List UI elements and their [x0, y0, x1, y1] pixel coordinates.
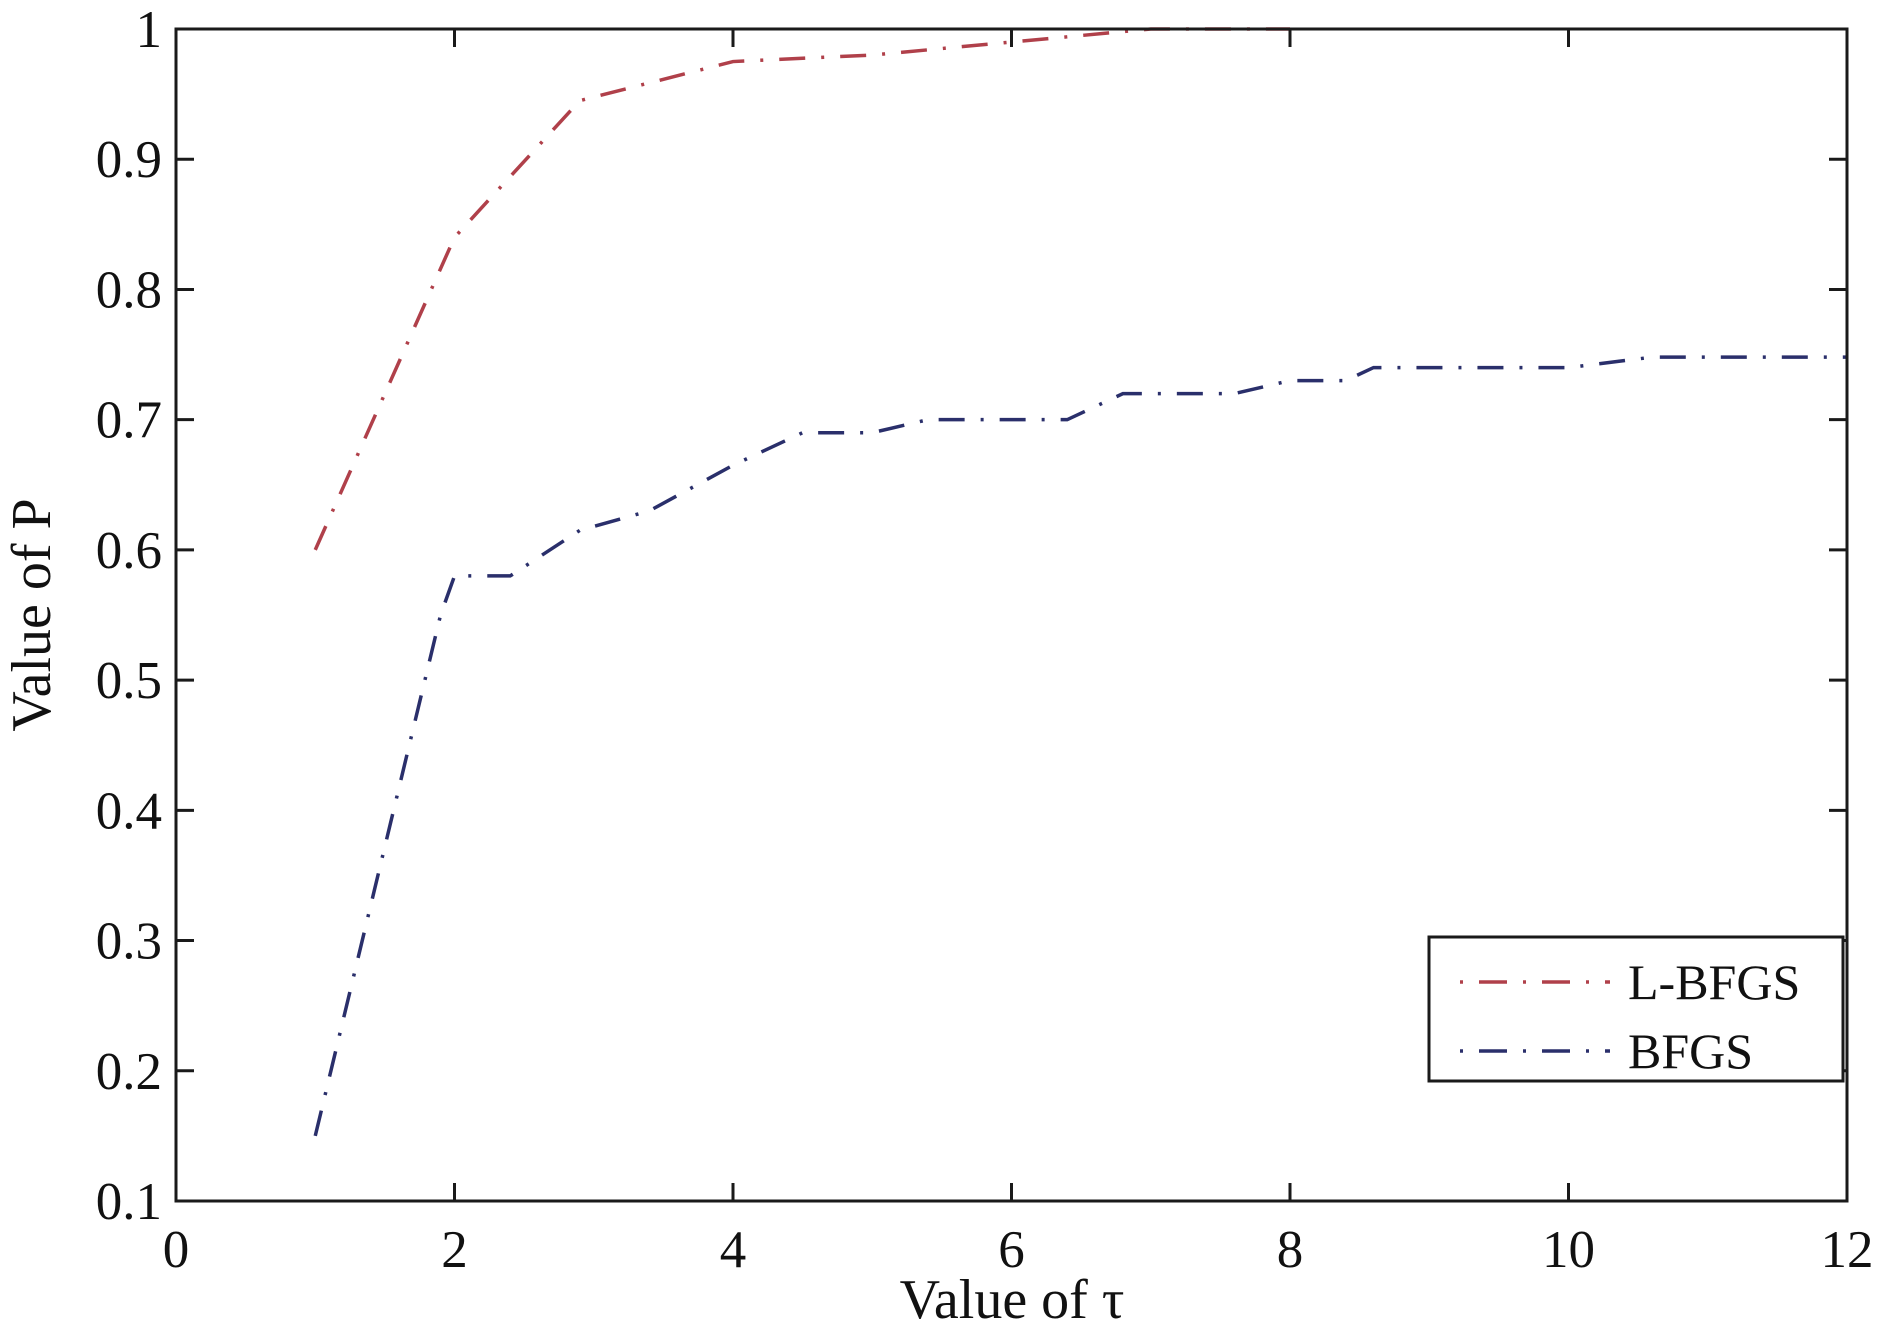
y-tick-label: 1 — [136, 1, 163, 59]
legend-label: L-BFGS — [1628, 954, 1800, 1010]
series-layer — [313, 27, 1847, 1137]
legend: L-BFGS BFGS — [1427, 935, 1845, 1083]
x-tick-label: 2 — [441, 1221, 468, 1279]
y-tick-label: 0.1 — [96, 1173, 162, 1231]
series-bfgs — [313, 355, 1847, 1137]
y-tick-label: 0.3 — [96, 913, 162, 971]
x-tick-label: 6 — [998, 1221, 1025, 1279]
x-tick-label: 4 — [720, 1221, 747, 1279]
legend-box — [1427, 935, 1845, 1083]
x-tick-label: 8 — [1277, 1221, 1304, 1279]
x-tick-label: 10 — [1542, 1221, 1595, 1279]
y-tick-label: 0.6 — [96, 522, 162, 580]
x-axis-title: Value of τ — [900, 1269, 1125, 1331]
x-tick-label: 12 — [1821, 1221, 1874, 1279]
legend-items: L-BFGS BFGS — [1460, 954, 1800, 1079]
y-tick-label: 0.2 — [96, 1043, 162, 1101]
series-l-bfgs — [313, 27, 1290, 551]
y-tick-labels: 0.1 0.2 0.3 0.4 0.5 0.6 0.7 0.8 0.9 1 — [96, 1, 162, 1231]
legend-label: BFGS — [1628, 1023, 1753, 1079]
y-tick-label: 0.4 — [96, 782, 162, 840]
x-tick-labels: 0 2 4 6 8 10 12 — [163, 1221, 1874, 1279]
y-tick-label: 0.8 — [96, 261, 162, 319]
y-tick-label: 0.9 — [96, 131, 162, 189]
y-tick-label: 0.5 — [96, 652, 162, 710]
y-axis-title: Value of P — [1, 498, 63, 731]
x-tick-label: 0 — [163, 1221, 190, 1279]
y-tick-label: 0.7 — [96, 392, 162, 450]
